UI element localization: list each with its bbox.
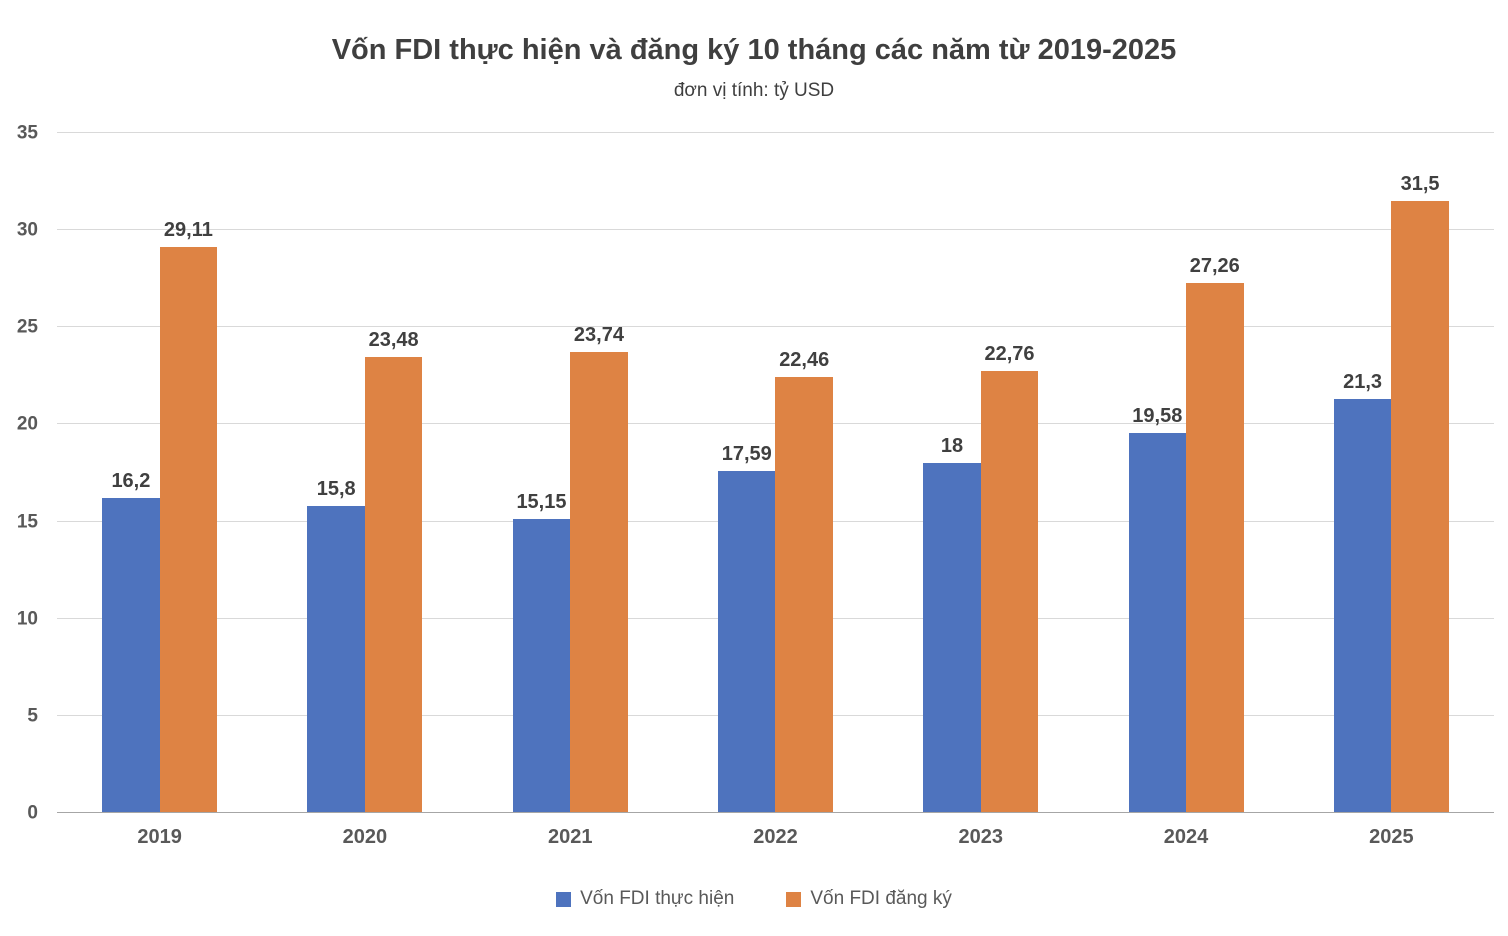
bar-data-label: 31,5	[1400, 173, 1440, 195]
bar-group-2025: 21,3 31,5	[1289, 133, 1494, 813]
plot-area: 16,2 29,11 15,8 23,48 15,15 23,74 17,59 22,46 18…	[57, 132, 1494, 813]
gridline	[57, 229, 1494, 231]
bar-data-label: 15,15	[516, 490, 567, 513]
bar-column: 23,48	[364, 133, 423, 813]
bar-column: 17,59	[718, 133, 776, 813]
y-axis-tick-label: 10	[16, 608, 38, 630]
bar-data-label: 29,11	[163, 219, 213, 242]
bar	[1128, 432, 1187, 813]
bar-column: 27,26	[1186, 133, 1244, 813]
bar-data-label: 18	[940, 435, 964, 458]
bar	[159, 247, 218, 813]
x-axis-tick-label: 2021	[547, 826, 593, 848]
bar	[102, 498, 160, 813]
bar-data-label: 16,2	[111, 470, 151, 493]
chart-title: Vốn FDI thực hiện và đăng ký 10 tháng cá…	[331, 34, 1177, 66]
bar-column: 15,8	[307, 133, 365, 813]
gridline	[57, 132, 1494, 133]
bar	[307, 506, 365, 813]
bar-group-2020: 15,8 23,48	[262, 133, 467, 813]
y-axis-tick-label: 35	[16, 122, 38, 144]
bar-data-label: 19,58	[1132, 404, 1183, 427]
legend-item: Vốn FDI thực hiện	[556, 888, 734, 910]
legend-label: Vốn FDI đăng ký	[810, 888, 952, 909]
legend: Vốn FDI thực hiện Vốn FDI đăng ký	[0, 888, 1508, 910]
y-axis-tick-label: 20	[16, 413, 38, 435]
bar	[1391, 201, 1449, 813]
y-axis-tick-label: 30	[16, 219, 38, 241]
bar	[1186, 283, 1244, 813]
bar-column: 15,15	[512, 133, 571, 813]
bar-group-2019: 16,2 29,11	[57, 133, 262, 813]
bar-group-2024: 19,58 27,26	[1083, 133, 1288, 813]
bar-data-label: 22,46	[779, 348, 830, 371]
y-axis-tick-label: 15	[16, 511, 38, 533]
bar-column: 21,3	[1333, 133, 1392, 813]
bar	[570, 351, 628, 813]
bar-column: 22,46	[775, 133, 833, 813]
bar-data-label: 23,74	[573, 323, 624, 346]
bar	[923, 463, 981, 813]
bar-data-label: 15,8	[316, 478, 356, 501]
bar-group-2023: 18 22,76	[878, 133, 1083, 813]
bar-column: 16,2	[102, 133, 160, 813]
bar	[718, 471, 776, 813]
x-axis-tick-label: 2024	[1163, 826, 1209, 848]
bar	[980, 370, 1039, 813]
x-axis-line	[57, 812, 1494, 813]
x-axis: 2019 2020 2021 2022 2023 2024 2025	[57, 826, 1494, 849]
x-axis-tick-label: 2025	[1369, 826, 1414, 848]
gridline	[57, 326, 1494, 328]
x-axis-tick-label: 2019	[137, 826, 182, 848]
chart-subtitle: đơn vị tính: tỷ USD	[673, 80, 835, 101]
bar-column: 22,76	[980, 133, 1039, 813]
x-axis-tick-label: 2020	[342, 826, 388, 848]
x-axis-tick-label: 2023	[958, 826, 1004, 848]
bar-column: 31,5	[1391, 133, 1449, 813]
bar-group-2021: 15,15 23,74	[468, 133, 673, 813]
y-axis-tick-label: 0	[27, 802, 38, 824]
bar-column: 29,11	[159, 133, 218, 813]
bar	[364, 356, 423, 813]
legend-item: Vốn FDI đăng ký	[786, 888, 952, 910]
bar	[1333, 399, 1392, 813]
x-axis-tick-label: 2022	[753, 826, 798, 848]
bar-data-label: 17,59	[721, 443, 772, 466]
bar	[775, 376, 833, 813]
bar-data-label: 23,48	[368, 328, 419, 351]
bar-data-label: 22,76	[984, 342, 1035, 365]
bar-data-label: 27,26	[1189, 255, 1240, 278]
bar	[512, 518, 571, 813]
bars-row: 16,2 29,11 15,8 23,48 15,15 23,74 17,59 22,46 18…	[57, 133, 1494, 813]
legend-swatch-icon	[556, 891, 572, 907]
y-axis-tick-label: 25	[16, 316, 38, 338]
bar-column: 18	[923, 133, 981, 813]
y-axis: 0 5 10 15 20 25 30 35	[0, 124, 44, 823]
legend-label: Vốn FDI thực hiện	[580, 888, 735, 909]
bar-group-2022: 17,59 22,46	[673, 133, 878, 813]
bar-column: 19,58	[1128, 133, 1187, 813]
bar-column: 23,74	[570, 133, 628, 813]
bar-data-label: 21,3	[1343, 371, 1383, 394]
y-axis-tick-label: 5	[27, 705, 38, 727]
legend-swatch-icon	[786, 891, 802, 907]
